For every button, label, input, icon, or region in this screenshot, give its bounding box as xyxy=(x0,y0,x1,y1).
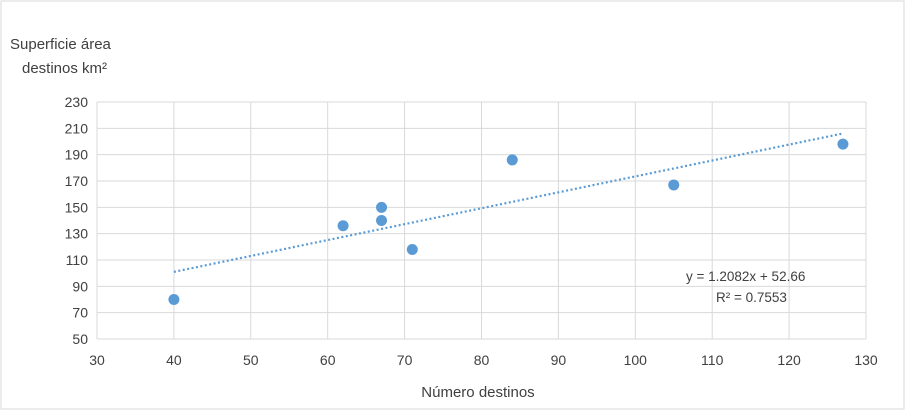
y-tick-label-170: 170 xyxy=(65,173,89,189)
y-tick-label-150: 150 xyxy=(65,199,89,215)
data-point-2 xyxy=(337,220,349,232)
x-tick-label-100: 100 xyxy=(624,352,648,368)
x-tick-label-110: 110 xyxy=(701,352,724,368)
y-tick-label-70: 70 xyxy=(72,305,88,321)
data-point-1 xyxy=(168,294,180,305)
y-tick-label-110: 110 xyxy=(66,252,89,268)
y-tick-labels: 50 70 90 110 130 150 170 190 210 230 xyxy=(65,94,89,347)
data-points xyxy=(168,138,849,305)
data-point-5 xyxy=(406,243,418,255)
x-tick-label-40: 40 xyxy=(166,352,182,368)
data-point-3 xyxy=(376,201,388,213)
x-tick-label-120: 120 xyxy=(777,352,801,368)
data-point-7 xyxy=(668,179,680,191)
x-tick-label-90: 90 xyxy=(551,352,567,368)
trendline xyxy=(173,132,844,273)
y-tick-label-190: 190 xyxy=(65,147,89,163)
x-tick-label-80: 80 xyxy=(474,352,490,368)
y-tick-label-210: 210 xyxy=(65,120,89,136)
x-tick-label-30: 30 xyxy=(89,352,105,368)
data-point-6 xyxy=(506,154,518,166)
x-tick-label-130: 130 xyxy=(854,352,878,368)
x-tick-labels: 30 40 50 60 70 80 90 100 110 120 130 xyxy=(89,352,878,368)
x-tick-label-70: 70 xyxy=(397,352,413,368)
trendline-group xyxy=(173,132,844,273)
x-tick-label-50: 50 xyxy=(243,352,259,368)
x-axis-title: Número destinos xyxy=(421,384,534,401)
x-gridlines xyxy=(96,102,867,339)
trendline-r-squared: R² = 0.7553 xyxy=(716,290,787,305)
y-tick-label-130: 130 xyxy=(65,226,89,242)
data-point-8 xyxy=(837,138,849,150)
y-tick-label-50: 50 xyxy=(72,331,88,347)
y-tick-label-90: 90 xyxy=(72,278,88,294)
data-point-4 xyxy=(376,215,388,226)
trendline-equation: y = 1.2082x + 52.66 xyxy=(686,269,805,284)
y-axis-title-line2: destinos km² xyxy=(22,60,107,77)
y-axis-title-line1: Superficie área xyxy=(10,36,112,53)
y-tick-label-230: 230 xyxy=(65,94,89,110)
x-tick-label-60: 60 xyxy=(320,352,336,368)
